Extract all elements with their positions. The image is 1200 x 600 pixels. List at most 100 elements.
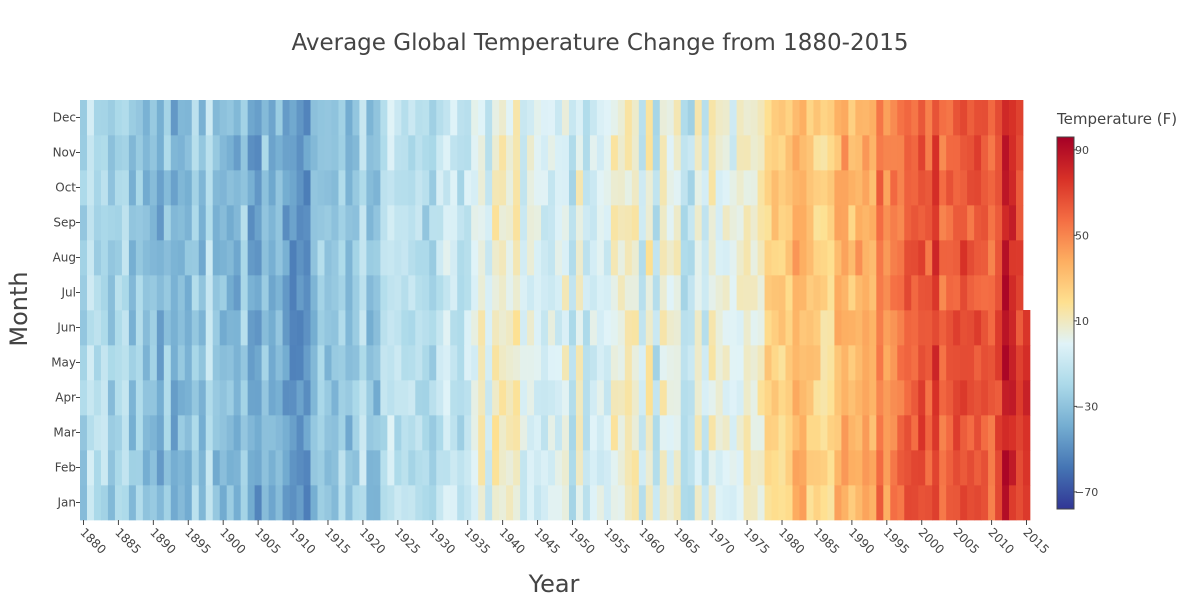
heatmap-cell [324, 450, 332, 486]
heatmap-cell [191, 170, 200, 206]
heatmap-cell [366, 240, 374, 276]
heatmap-cells [80, 100, 1031, 521]
heatmap-cell [561, 310, 570, 346]
heatmap-cell [918, 345, 926, 381]
heatmap-cell [806, 345, 814, 381]
heatmap-cell [652, 450, 661, 486]
heatmap-cell [869, 240, 877, 276]
heatmap-cell [771, 205, 779, 241]
heatmap-cell [694, 170, 703, 206]
heatmap-cell [555, 240, 563, 276]
heatmap-cell [205, 345, 214, 381]
heatmap-cell [380, 135, 388, 171]
heatmap-cell [799, 310, 807, 346]
heatmap-cell [471, 135, 479, 171]
x-tick-label: 1895 [182, 525, 213, 556]
x-tick-label: 1920 [357, 525, 388, 556]
heatmap-cell [219, 450, 228, 486]
heatmap-cell [778, 450, 786, 486]
heatmap-cell [582, 380, 591, 416]
heatmap-cell [331, 100, 339, 136]
heatmap-cell [855, 135, 863, 171]
heatmap-cell [359, 170, 367, 206]
heatmap-cell [296, 135, 304, 171]
heatmap-cell [883, 100, 891, 136]
heatmap-cell [359, 100, 367, 136]
heatmap-cell [233, 485, 242, 521]
y-tick-label: Dec [53, 111, 76, 125]
heatmap-cell [527, 100, 535, 136]
heatmap-cell [408, 450, 416, 486]
heatmap-cell [282, 345, 290, 381]
heatmap-cell [289, 485, 297, 521]
heatmap-cell [464, 135, 472, 171]
y-tick-label: Jul [61, 286, 76, 300]
heatmap-cell [925, 485, 933, 521]
heatmap-cell [555, 345, 563, 381]
heatmap-cell [499, 135, 507, 171]
heatmap-cell [457, 450, 465, 486]
heatmap-cell [80, 205, 88, 241]
heatmap-cell [401, 380, 409, 416]
heatmap-cell [883, 275, 891, 311]
x-tick-label: 2010 [985, 525, 1016, 556]
heatmap-cell [436, 345, 444, 381]
heatmap-cell [331, 485, 339, 521]
heatmap-cell [820, 310, 828, 346]
heatmap-cell [219, 380, 228, 416]
heatmap-cell [163, 345, 172, 381]
heatmap-cell [974, 450, 982, 486]
x-tick-label: 1995 [881, 525, 912, 556]
heatmap-cell [939, 485, 947, 521]
heatmap-cell [184, 380, 193, 416]
heatmap-cell [981, 100, 989, 136]
heatmap-cell [995, 310, 1003, 346]
heatmap-cell [911, 450, 919, 486]
heatmap-cell [792, 135, 800, 171]
heatmap-cell [506, 485, 514, 521]
heatmap-cell [869, 170, 877, 206]
heatmap-cell [967, 310, 975, 346]
heatmap-cell [925, 380, 933, 416]
heatmap-cell [701, 275, 710, 311]
heatmap-cell [247, 415, 255, 451]
heatmap-cell [582, 485, 591, 521]
heatmap-cell [967, 345, 975, 381]
heatmap-cell [582, 415, 591, 451]
heatmap-cell [771, 275, 779, 311]
heatmap-cell [946, 275, 954, 311]
heatmap-cell [820, 345, 828, 381]
heatmap-cell [687, 240, 696, 276]
heatmap-cell [617, 485, 626, 521]
heatmap-cell [1016, 485, 1024, 521]
heatmap-cell [135, 275, 144, 311]
heatmap-cell [233, 135, 242, 171]
heatmap-cell [331, 380, 339, 416]
heatmap-cell [1009, 450, 1017, 486]
heatmap-cell [107, 275, 116, 311]
heatmap-cell [184, 170, 193, 206]
heatmap-cell [205, 415, 214, 451]
heatmap-cell [520, 310, 528, 346]
heatmap-cell [254, 135, 262, 171]
heatmap-cell [638, 100, 647, 136]
heatmap-cell [799, 275, 807, 311]
heatmap-cell [464, 415, 472, 451]
heatmap-cell [149, 205, 158, 241]
heatmap-cell [596, 240, 605, 276]
heatmap-cell [107, 380, 116, 416]
heatmap-cell [890, 135, 898, 171]
colorbar-tick-label: 10 [1075, 315, 1089, 328]
heatmap-cell [799, 205, 807, 241]
heatmap-cell [869, 485, 877, 521]
heatmap-cell [820, 275, 828, 311]
heatmap-cell [254, 240, 262, 276]
heatmap-cell [771, 345, 779, 381]
heatmap-cell [170, 135, 179, 171]
heatmap-cell [736, 205, 744, 241]
heatmap-cell [198, 205, 207, 241]
heatmap-cell [107, 100, 116, 136]
heatmap-cell [548, 240, 556, 276]
heatmap-cell [492, 170, 500, 206]
heatmap-cell [240, 170, 248, 206]
